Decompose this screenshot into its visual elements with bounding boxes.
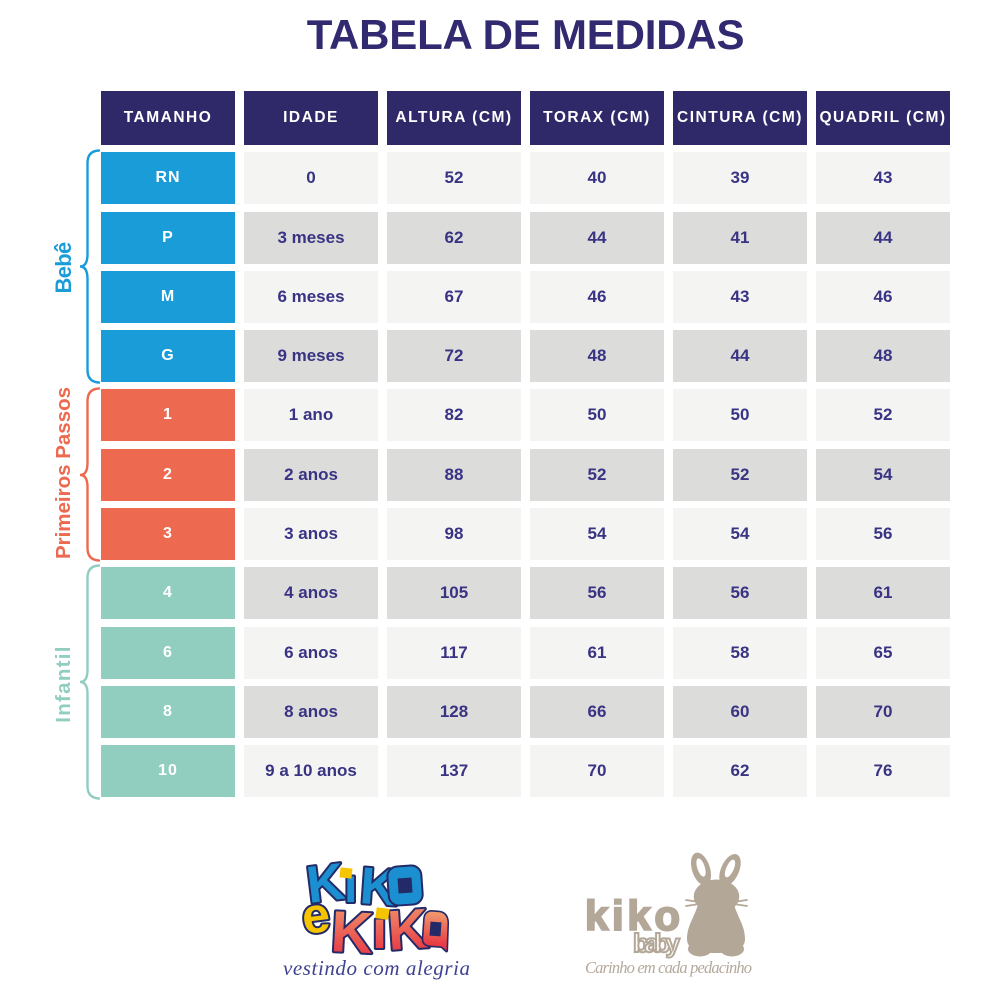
svg-text:Carinho em cada pedacinho: Carinho em cada pedacinho: [585, 958, 752, 977]
svg-text:vestindo com alegria: vestindo com alegria: [283, 956, 470, 980]
svg-text:K: K: [329, 899, 374, 966]
svg-text:kiko: kiko: [585, 892, 680, 939]
svg-text:baby: baby: [633, 928, 681, 958]
